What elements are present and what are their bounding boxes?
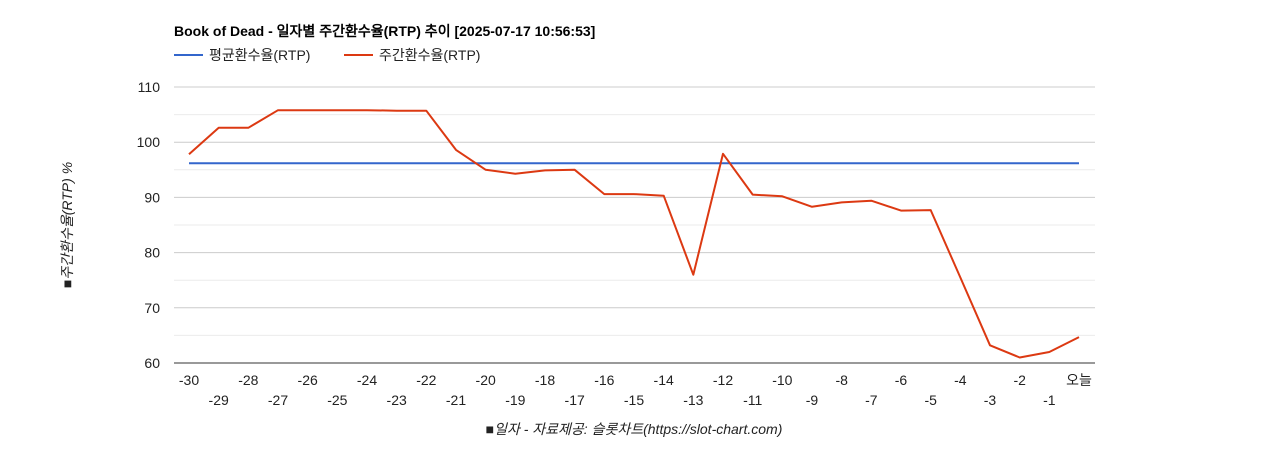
x-axis-ticks: -30-29-28-27-26-25-24-23-22-21-20-19-18-… <box>179 372 1092 408</box>
x-tick-label: -4 <box>954 372 967 388</box>
y-tick-label: 90 <box>144 189 160 205</box>
x-tick-label: -5 <box>924 392 937 408</box>
x-tick-label: -28 <box>238 372 258 388</box>
x-tick-label: -29 <box>209 392 229 408</box>
legend: 평균환수율(RTP) 주간환수율(RTP) <box>174 47 480 63</box>
x-tick-label: -24 <box>357 372 377 388</box>
x-tick-label: -2 <box>1013 372 1026 388</box>
x-tick-label: -15 <box>624 392 644 408</box>
x-tick-label: -30 <box>179 372 199 388</box>
x-tick-label: -27 <box>268 392 288 408</box>
x-tick-label: -26 <box>298 372 318 388</box>
x-tick-label: -16 <box>594 372 614 388</box>
x-tick-label: -1 <box>1043 392 1056 408</box>
x-tick-label: -6 <box>895 372 908 388</box>
gridlines <box>174 86 1095 364</box>
legend-label-avg: 평균환수율(RTP) <box>209 47 310 63</box>
x-tick-label: -14 <box>654 372 674 388</box>
y-tick-label: 110 <box>138 79 161 95</box>
x-tick-label: -21 <box>446 392 466 408</box>
x-tick-label: -25 <box>327 392 347 408</box>
x-tick-label: -9 <box>806 392 819 408</box>
x-tick-label: -23 <box>387 392 407 408</box>
y-tick-label: 60 <box>144 355 160 371</box>
y-tick-label: 100 <box>137 134 161 150</box>
x-tick-label: -12 <box>713 372 733 388</box>
x-tick-label: -10 <box>772 372 792 388</box>
x-tick-label: -18 <box>535 372 555 388</box>
y-tick-label: 80 <box>144 245 160 261</box>
chart-title: Book of Dead - 일자별 주간환수율(RTP) 추이 [2025-0… <box>174 23 595 39</box>
x-tick-label: -3 <box>984 392 997 408</box>
x-tick-label: -13 <box>683 392 703 408</box>
x-tick-label: -11 <box>743 392 762 408</box>
y-axis-ticks: 60 70 80 90 100 110 <box>137 79 161 371</box>
x-tick-label: -20 <box>476 372 496 388</box>
x-tick-label: -17 <box>565 392 585 408</box>
x-tick-label: -22 <box>416 372 436 388</box>
x-axis-title: ■일자 - 자료제공: 슬롯차트(https://slot-chart.com) <box>486 421 783 437</box>
x-tick-label: -19 <box>505 392 525 408</box>
y-tick-label: 70 <box>144 300 160 316</box>
series-line-1 <box>188 109 1080 359</box>
x-tick-label: -8 <box>835 372 848 388</box>
x-tick-label: -7 <box>865 392 878 408</box>
legend-label-weekly: 주간환수율(RTP) <box>379 47 480 63</box>
y-axis-title: ■주간환수율(RTP) % <box>59 162 75 288</box>
series-lines <box>188 109 1080 359</box>
x-tick-label: 오늘 <box>1066 372 1092 388</box>
